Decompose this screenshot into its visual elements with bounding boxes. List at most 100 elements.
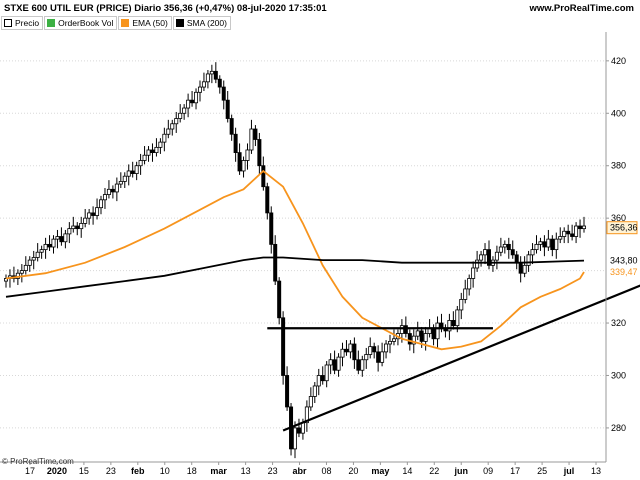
candle-body [399, 325, 404, 334]
candle-body [102, 194, 107, 201]
candle-body [122, 175, 127, 182]
candle-body [435, 322, 440, 340]
legend-item-sma[interactable]: SMA (200) [172, 16, 231, 30]
candle-body [550, 238, 555, 251]
candle-body [522, 264, 527, 274]
candle-body [554, 238, 559, 251]
candle-body [451, 320, 456, 327]
candle-body [518, 262, 523, 274]
x-tick-label: 25 [537, 466, 547, 476]
candle-body [407, 333, 412, 345]
candle-body [221, 86, 226, 101]
price-label-text: 339,47 [610, 267, 638, 277]
candle-body [368, 346, 373, 355]
candle-body [530, 249, 535, 256]
candle-body [320, 375, 325, 382]
candle-body [494, 251, 499, 261]
prorealtime-logo: © ProRealTime.com [2, 457, 74, 466]
candle-body [455, 309, 460, 327]
x-tick-label: 09 [483, 466, 493, 476]
candle-body [289, 406, 294, 450]
candle-body [71, 225, 76, 230]
candle-body [360, 359, 365, 371]
ema-swatch [121, 19, 130, 27]
x-tick-label: mar [210, 466, 227, 476]
candle-body [269, 212, 274, 245]
candle-body [395, 333, 400, 340]
legend-label: Precio [15, 18, 40, 28]
candle-body [83, 217, 88, 224]
candle-body [253, 128, 258, 140]
candle-body [542, 241, 547, 248]
candle-body [502, 243, 507, 248]
chart-header: STXE 600 UTIL EUR (PRICE) Diario 356,36 … [0, 0, 640, 16]
candle-body [110, 188, 115, 193]
candle-body [158, 141, 163, 148]
candle-body [380, 351, 385, 363]
candle-body [514, 254, 519, 264]
candle-body [209, 70, 214, 75]
y-tick-label: 280 [611, 423, 626, 433]
candle-body [249, 128, 254, 151]
x-tick-label: 17 [25, 466, 35, 476]
candle-body [245, 149, 250, 161]
candle-body [19, 270, 24, 274]
legend-item-orderbook[interactable]: OrderBook Vol [44, 16, 118, 30]
candle-body [526, 254, 531, 266]
candle-body [229, 118, 234, 135]
candle-body [300, 422, 305, 434]
candle-body [582, 225, 587, 230]
candle-body [114, 183, 119, 193]
candle-body [534, 243, 539, 251]
candle-body [43, 243, 48, 251]
candle-body [186, 99, 191, 109]
chart-title: STXE 600 UTIL EUR (PRICE) Diario 356,36 … [4, 3, 327, 14]
candle-body [376, 351, 381, 363]
price-label-box [606, 265, 638, 279]
indicator-legend: Precio OrderBook Vol EMA (50) SMA (200) [0, 16, 231, 30]
candle-body [439, 322, 444, 329]
candle-body [63, 233, 68, 243]
candle-body [312, 385, 317, 397]
ema-50-line [5, 169, 585, 351]
candle-body [201, 81, 206, 88]
candle-body [486, 249, 491, 266]
candle-body [558, 236, 563, 240]
candle-body [11, 275, 16, 279]
candle-body [197, 86, 202, 93]
candle-body [388, 340, 393, 345]
candle-body [190, 99, 195, 104]
candle-body [194, 91, 199, 104]
candle-body [205, 73, 210, 83]
price-label-text: 356,36 [610, 223, 638, 233]
candle-body [126, 170, 131, 177]
candle-body [95, 207, 100, 216]
legend-label: OrderBook Vol [58, 18, 114, 28]
candle-body [364, 354, 369, 361]
candle-body [265, 186, 270, 214]
x-tick-label: 2020 [47, 466, 67, 476]
candle-body [328, 359, 333, 366]
x-tick-label: 08 [321, 466, 331, 476]
candle-body [510, 249, 515, 256]
x-tick-label: 22 [429, 466, 439, 476]
y-tick-label: 400 [611, 108, 626, 118]
legend-item-price[interactable]: Precio [1, 16, 44, 30]
y-tick-label: 340 [611, 266, 626, 276]
candle-body [384, 343, 389, 353]
sma-200-line [5, 256, 585, 298]
candle-body [419, 330, 424, 342]
candle-body [348, 343, 353, 353]
candle-body [411, 335, 416, 345]
site-link[interactable]: www.ProRealTime.com [529, 3, 634, 14]
candle-body [118, 181, 123, 185]
candle-body [138, 160, 143, 167]
x-tick-label: jun [453, 466, 468, 476]
x-tick-label: 14 [402, 466, 412, 476]
candle-body [55, 236, 60, 240]
candle-body [578, 225, 583, 230]
x-tick-label: abr [293, 466, 308, 476]
legend-item-ema[interactable]: EMA (50) [118, 16, 172, 30]
candle-body [443, 327, 448, 332]
